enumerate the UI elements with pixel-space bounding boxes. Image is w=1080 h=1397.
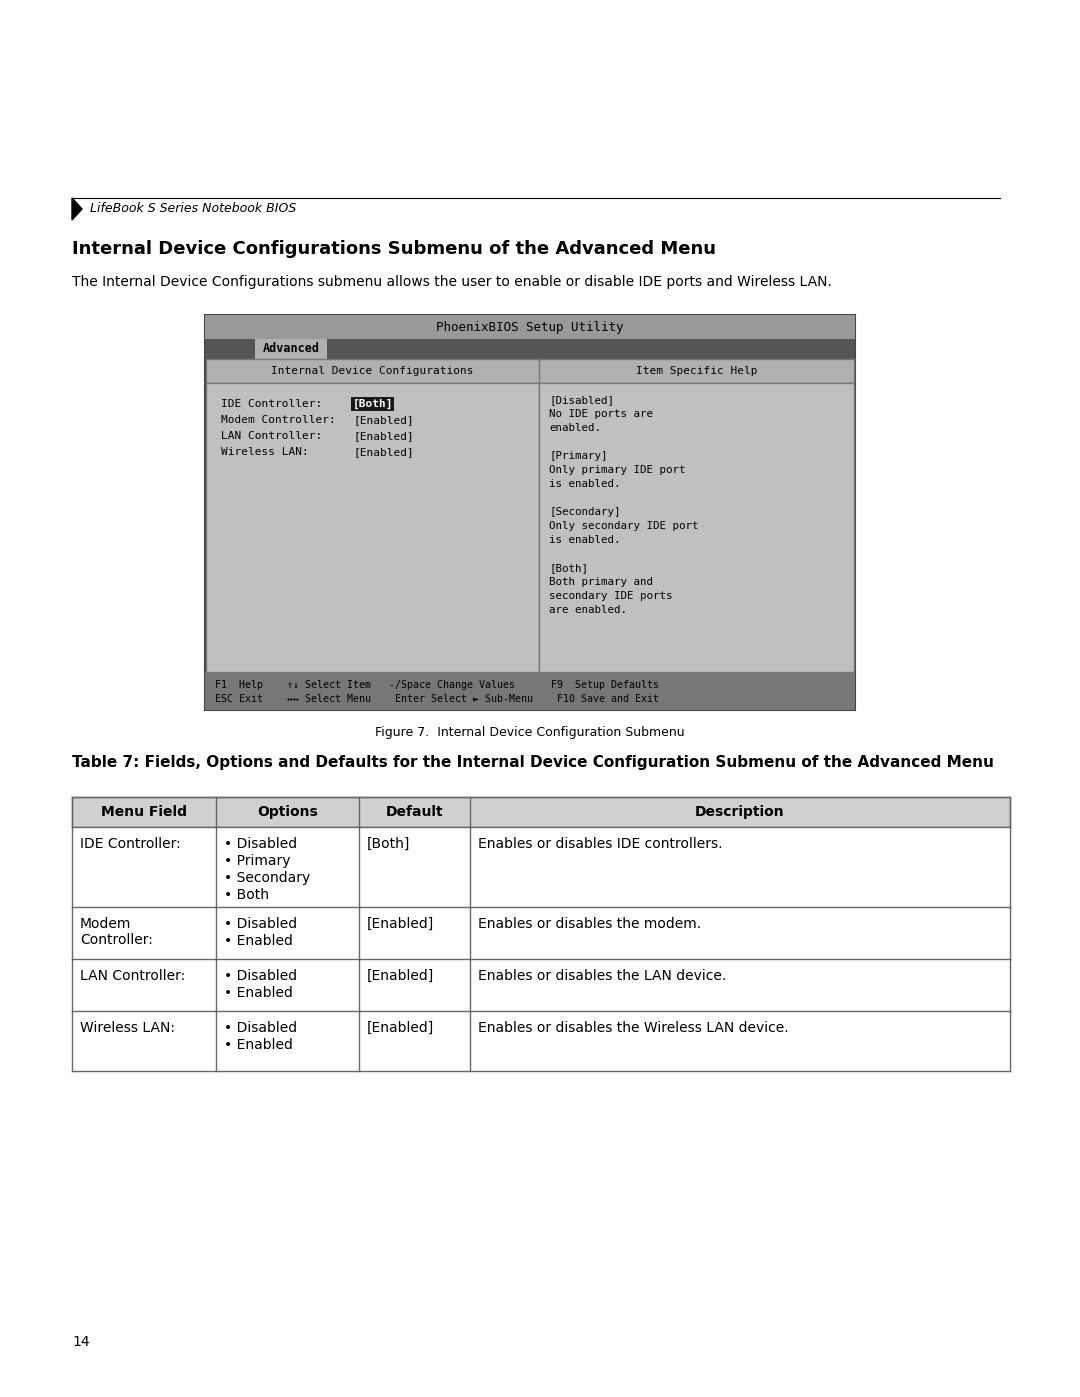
Text: [Disabled]: [Disabled] [549,395,615,405]
Text: • Both: • Both [224,888,269,902]
Text: • Enabled: • Enabled [224,986,293,1000]
Bar [205,314,855,339]
Text: [Enabled]: [Enabled] [367,1021,434,1035]
Text: Wireless LAN:: Wireless LAN: [221,447,309,457]
Bar [72,798,1010,827]
Text: Figure 7.  Internal Device Configuration Submenu: Figure 7. Internal Device Configuration … [375,726,685,739]
Text: • Primary: • Primary [224,854,291,868]
Text: • Disabled: • Disabled [224,970,297,983]
Bar [206,383,539,672]
Text: is enabled.: is enabled. [549,479,621,489]
Text: are enabled.: are enabled. [549,605,627,615]
Text: • Disabled: • Disabled [224,1021,297,1035]
Text: • Secondary: • Secondary [224,870,310,886]
Text: [Enabled]: [Enabled] [353,447,414,457]
Text: Table 7: Fields, Options and Defaults for the Internal Device Configuration Subm: Table 7: Fields, Options and Defaults fo… [72,754,994,770]
Text: 14: 14 [72,1336,90,1350]
Text: IDE Controller:: IDE Controller: [221,400,322,409]
Text: • Disabled: • Disabled [224,837,297,851]
Text: LifeBook S Series Notebook BIOS: LifeBook S Series Notebook BIOS [90,203,296,215]
Text: Menu Field: Menu Field [100,805,187,819]
Bar [205,672,855,710]
Text: PhoenixBIOS Setup Utility: PhoenixBIOS Setup Utility [436,320,624,334]
Bar [205,339,855,359]
Polygon shape [72,198,82,219]
Bar [255,339,327,359]
Text: No IDE ports are: No IDE ports are [549,409,653,419]
Text: • Enabled: • Enabled [224,935,293,949]
Text: F1  Help    ↑↓ Select Item   -/Space Change Values      F9  Setup Defaults: F1 Help ↑↓ Select Item -/Space Change Va… [215,680,659,690]
Text: Modem Controller:: Modem Controller: [221,415,336,425]
Text: Only primary IDE port: Only primary IDE port [549,465,686,475]
Text: Modem
Controller:: Modem Controller: [80,916,153,947]
Bar [206,359,854,383]
Text: LAN Controller:: LAN Controller: [80,970,186,983]
Text: Advanced: Advanced [262,342,320,355]
Text: Internal Device Configurations: Internal Device Configurations [271,366,473,376]
Text: LAN Controller:: LAN Controller: [221,432,322,441]
Text: [Enabled]: [Enabled] [353,432,414,441]
Text: Enables or disables IDE controllers.: Enables or disables IDE controllers. [477,837,723,851]
Text: ESC Exit    ↔↔ Select Menu    Enter Select ► Sub-Menu    F10 Save and Exit: ESC Exit ↔↔ Select Menu Enter Select ► S… [215,694,659,704]
Text: [Both]: [Both] [549,563,588,573]
Text: [Enabled]: [Enabled] [353,415,414,425]
Text: Internal Device Configurations Submenu of the Advanced Menu: Internal Device Configurations Submenu o… [72,240,716,258]
Bar [72,827,1010,907]
Text: [Primary]: [Primary] [549,451,607,461]
Text: Both primary and: Both primary and [549,577,653,587]
Text: is enabled.: is enabled. [549,535,621,545]
Text: Default: Default [386,805,443,819]
Bar [72,907,1010,958]
Text: Only secondary IDE port: Only secondary IDE port [549,521,699,531]
Bar [539,383,854,672]
Bar [72,1011,1010,1071]
Text: [Both]: [Both] [353,400,393,409]
Text: [Both]: [Both] [367,837,410,851]
Text: Enables or disables the Wireless LAN device.: Enables or disables the Wireless LAN dev… [477,1021,788,1035]
Text: Item Specific Help: Item Specific Help [636,366,758,376]
Text: Enables or disables the LAN device.: Enables or disables the LAN device. [477,970,726,983]
Text: secondary IDE ports: secondary IDE ports [549,591,673,601]
Text: The Internal Device Configurations submenu allows the user to enable or disable : The Internal Device Configurations subme… [72,275,832,289]
Text: • Disabled: • Disabled [224,916,297,930]
Text: enabled.: enabled. [549,423,600,433]
Bar [205,314,855,710]
Text: Enables or disables the modem.: Enables or disables the modem. [477,916,701,930]
Text: Options: Options [257,805,318,819]
Text: [Secondary]: [Secondary] [549,507,621,517]
Text: • Enabled: • Enabled [224,1038,293,1052]
Bar [351,397,394,411]
Text: Wireless LAN:: Wireless LAN: [80,1021,175,1035]
Bar [72,958,1010,1011]
Text: Description: Description [696,805,785,819]
Text: [Enabled]: [Enabled] [367,970,434,983]
Text: IDE Controller:: IDE Controller: [80,837,180,851]
Text: [Enabled]: [Enabled] [367,916,434,930]
